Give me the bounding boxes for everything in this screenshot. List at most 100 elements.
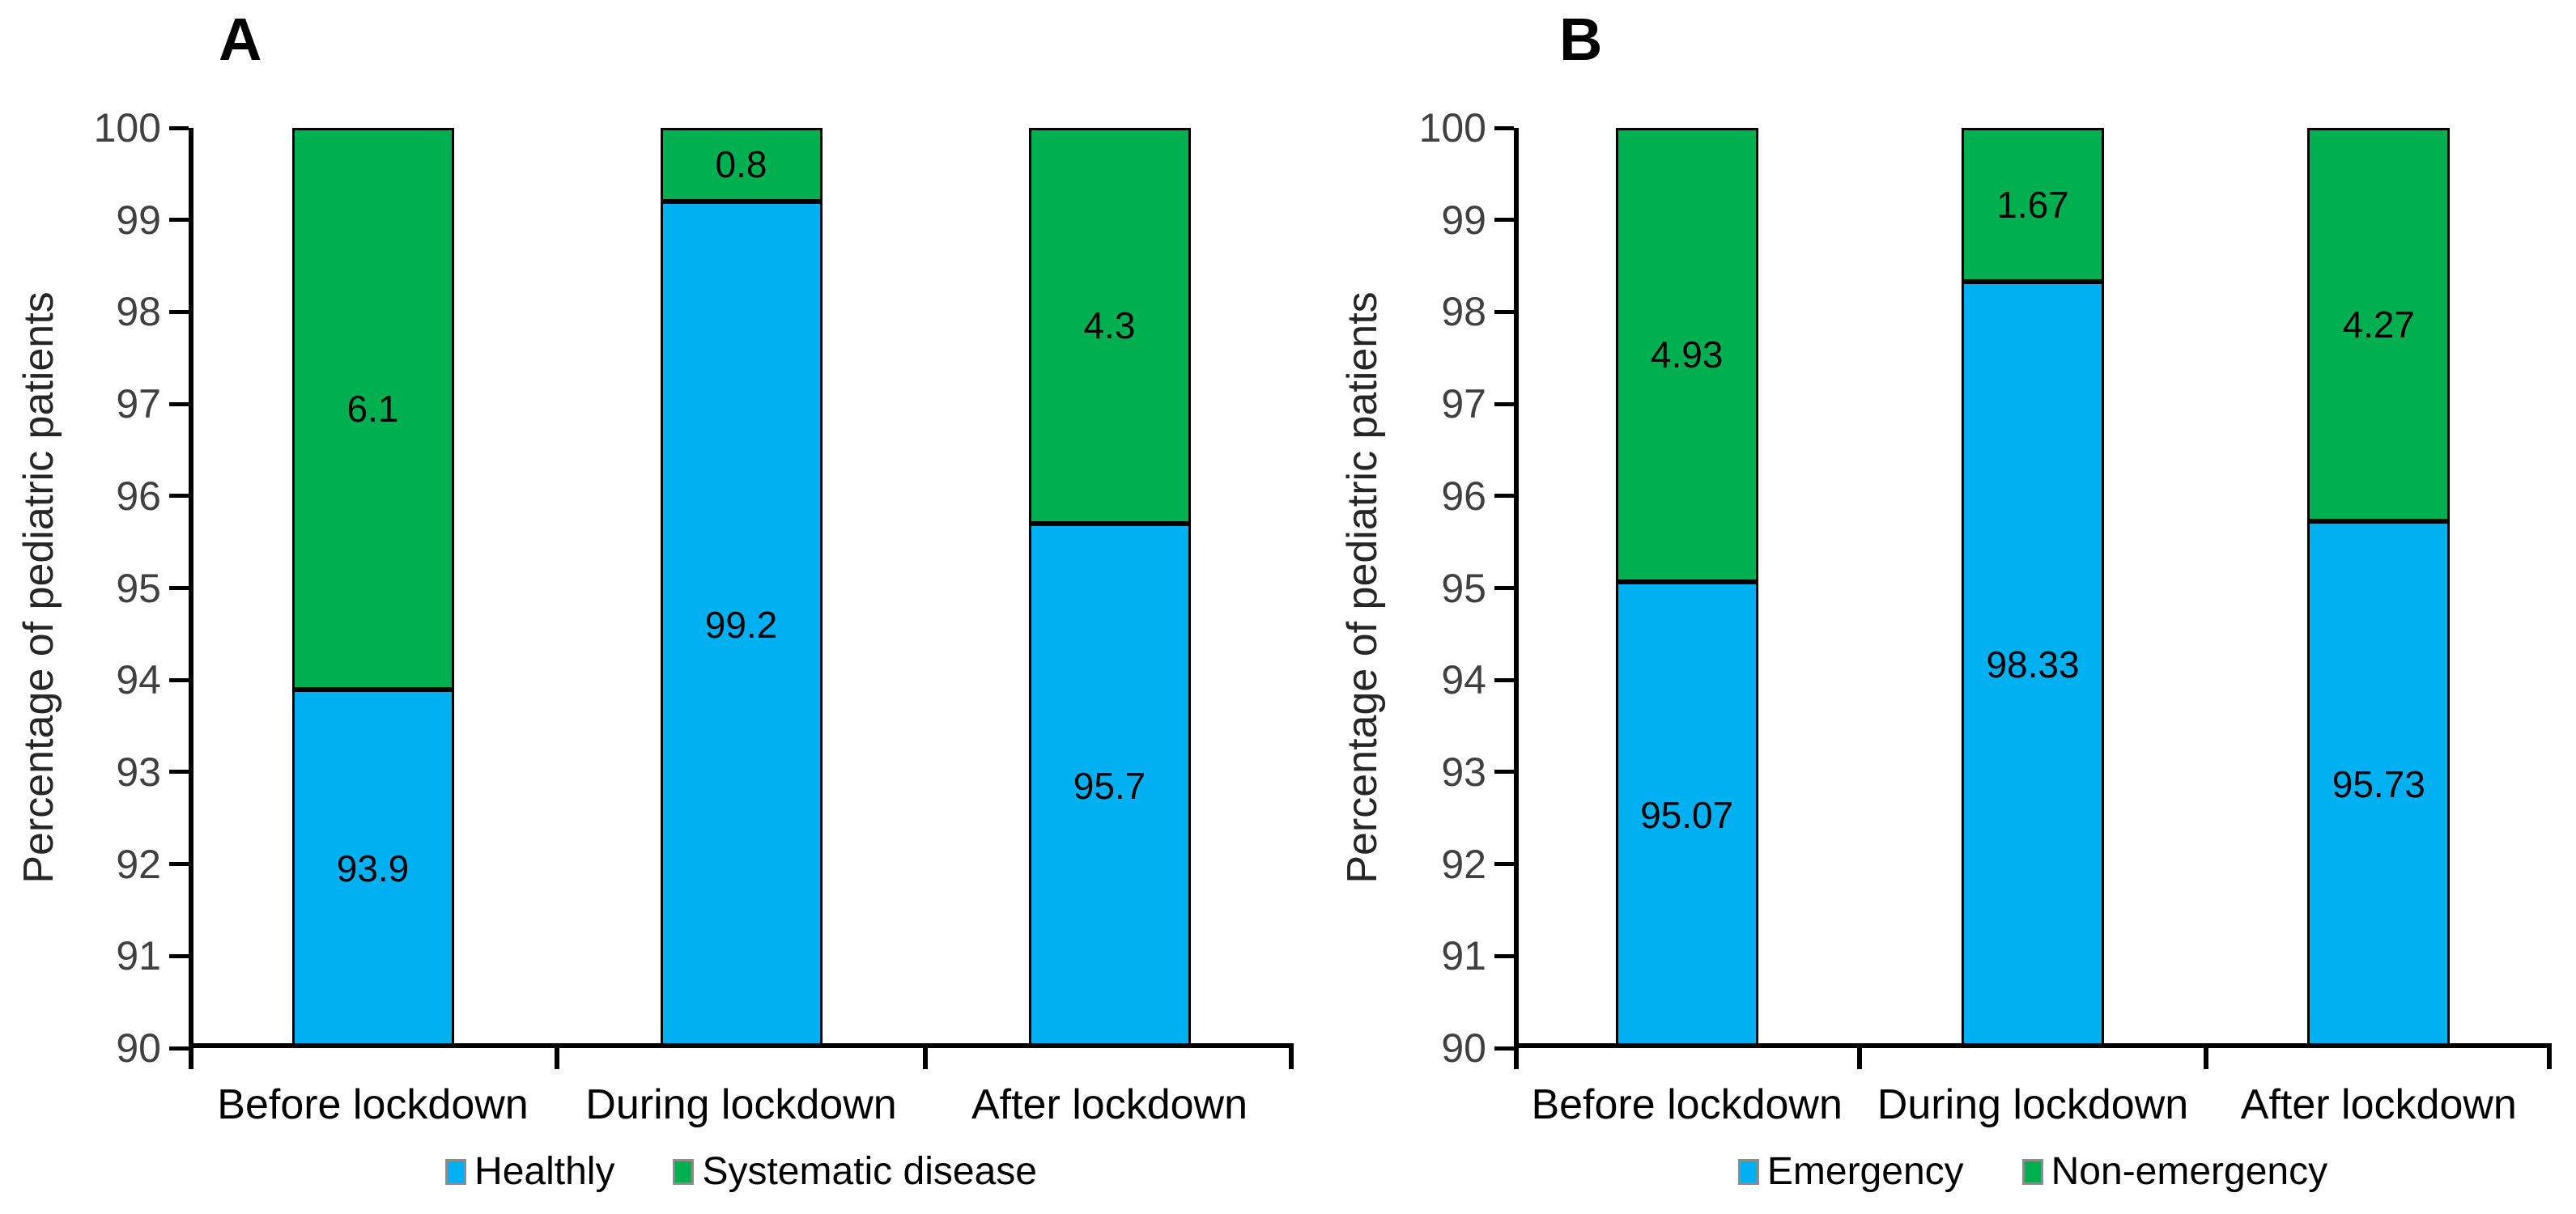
legend-item: Non-emergency: [2021, 1149, 2328, 1194]
legend-swatch-icon: [2021, 1158, 2043, 1185]
y-tick-mark: [169, 586, 189, 590]
y-tick-mark: [169, 494, 189, 499]
bar-value-label: 1.67: [1996, 183, 2069, 226]
y-tick-mark: [169, 125, 189, 130]
bar-value-label: 4.27: [2342, 303, 2416, 346]
y-tick-label: 95: [1441, 565, 1486, 611]
bar-value-label: 98.33: [1986, 643, 2080, 686]
legend-item: Emergency: [1737, 1149, 1964, 1194]
y-tick-label: 92: [1441, 841, 1486, 887]
bar-segment-top: [1962, 128, 2104, 282]
plot-area: 90 91 92 93 94 95 96 97 98 99 100 93.9 6.1 Before loc…: [94, 108, 1294, 1128]
y-tick-mark: [169, 309, 189, 314]
y-tick-mark: [1494, 401, 1514, 406]
bar-value-label: 4.3: [1083, 304, 1136, 347]
x-axis-tick: [2547, 1048, 2552, 1069]
y-tick-label: 100: [93, 105, 161, 151]
legend-label: Emergency: [1766, 1150, 1964, 1193]
y-tick-mark: [1494, 1046, 1514, 1051]
bar-value-label: 95.07: [1640, 793, 1734, 836]
bar-segment-top: [291, 128, 454, 690]
y-tick-mark: [1494, 586, 1514, 590]
y-tick-label: 96: [1441, 473, 1486, 519]
bar-value-label: 6.1: [346, 387, 399, 430]
bar-value-label: 95.7: [1073, 764, 1146, 807]
y-axis: [1514, 128, 1519, 1069]
category-label: During lockdown: [585, 1081, 897, 1128]
y-tick-mark: [169, 1046, 189, 1051]
legend: Healthly Systematic disease: [189, 1149, 1294, 1194]
y-tick-mark: [169, 953, 189, 958]
x-axis-tick: [1857, 1048, 1863, 1069]
legend-swatch-icon: [673, 1158, 695, 1185]
bar-segment-bottom: [660, 201, 823, 1048]
category-label: After lockdown: [2240, 1081, 2517, 1128]
bar-value-label: 4.93: [1650, 333, 1724, 376]
y-tick-label: 93: [116, 749, 161, 795]
category-label: Before lockdown: [1531, 1081, 1843, 1128]
legend: Emergency Non-emergency: [1514, 1149, 2552, 1194]
bar-segment-top: [1615, 128, 1758, 582]
bar-segment-bottom: [1028, 523, 1191, 1048]
x-axis-tick: [923, 1048, 928, 1069]
y-tick-label: 92: [116, 841, 161, 887]
y-tick-label: 97: [116, 381, 161, 427]
bar-value-label: 99.2: [704, 603, 778, 646]
y-tick-mark: [1494, 125, 1514, 130]
y-tick-mark: [1494, 953, 1514, 958]
category-label: After lockdown: [971, 1081, 1248, 1128]
legend-item: Healthly: [445, 1149, 614, 1194]
y-tick-label: 94: [1441, 657, 1486, 703]
y-tick-label: 99: [116, 197, 161, 243]
y-tick-label: 98: [1441, 289, 1486, 335]
y-tick-mark: [169, 770, 189, 775]
legend-label: Systematic disease: [702, 1150, 1037, 1193]
x-axis: [189, 1043, 1294, 1048]
category-label: During lockdown: [1877, 1081, 2189, 1128]
bar-segment-top: [1028, 128, 1191, 524]
bar-segment-bottom: [291, 689, 454, 1048]
y-tick-label: 94: [116, 657, 161, 703]
y-axis-title: Percentage of pediatric patients: [15, 291, 62, 884]
legend-swatch-icon: [1737, 1158, 1759, 1185]
y-tick-mark: [1494, 218, 1514, 223]
y-tick-label: 99: [1441, 197, 1486, 243]
bar-value-label: 95.73: [2332, 763, 2425, 806]
bar-segment-bottom: [2307, 520, 2451, 1048]
y-axis: [189, 128, 193, 1069]
y-tick-label: 100: [1418, 105, 1486, 151]
legend-swatch-icon: [445, 1158, 467, 1185]
y-tick-mark: [169, 218, 189, 223]
x-axis-tick: [1289, 1048, 1294, 1069]
bar-segment-top: [2307, 128, 2451, 521]
y-tick-mark: [1494, 494, 1514, 499]
y-tick-mark: [1494, 862, 1514, 867]
y-axis-title: Percentage of pediatric patients: [1339, 291, 1386, 884]
panel-b-title: B: [1559, 6, 1603, 73]
y-tick-label: 96: [116, 473, 161, 519]
bar-value-label: 93.9: [336, 847, 410, 890]
x-axis-tick: [555, 1048, 559, 1069]
legend-label: Non-emergency: [2051, 1150, 2328, 1193]
y-tick-label: 97: [1441, 381, 1486, 427]
y-tick-label: 98: [116, 289, 161, 335]
legend-item: Systematic disease: [673, 1149, 1037, 1194]
x-axis: [1514, 1043, 2552, 1048]
plot-area: 90 91 92 93 94 95 96 97 98 99 100 95.07 4.93 Before l…: [1419, 108, 2552, 1128]
y-tick-mark: [169, 862, 189, 867]
y-tick-label: 90: [116, 1025, 161, 1071]
bar-segment-top: [660, 128, 823, 202]
legend-label: Healthly: [474, 1150, 615, 1193]
y-tick-mark: [1494, 309, 1514, 314]
x-axis-tick: [2203, 1048, 2208, 1069]
y-tick-mark: [1494, 677, 1514, 682]
y-tick-mark: [169, 677, 189, 682]
bar-segment-bottom: [1615, 581, 1758, 1048]
y-tick-mark: [169, 401, 189, 406]
y-tick-label: 95: [116, 565, 161, 611]
panel-a-title: A: [219, 6, 262, 73]
category-label: Before lockdown: [217, 1081, 529, 1128]
y-tick-label: 93: [1441, 749, 1486, 795]
y-tick-label: 91: [1441, 933, 1486, 979]
